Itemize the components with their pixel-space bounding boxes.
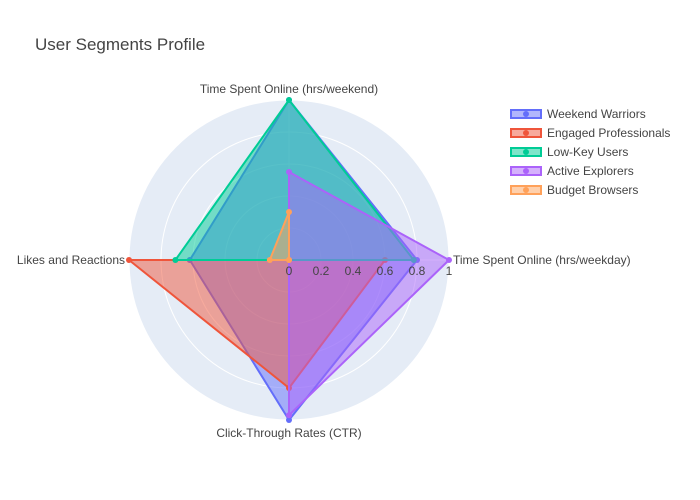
- legend-marker: [523, 187, 529, 193]
- legend-marker: [523, 111, 529, 117]
- legend-marker: [523, 168, 529, 174]
- legend-item[interactable]: Low-Key Users: [510, 145, 628, 159]
- axis-label: Click-Through Rates (CTR): [216, 426, 361, 440]
- legend-item[interactable]: Engaged Professionals: [510, 126, 670, 140]
- series-point: [446, 257, 452, 263]
- series-point: [286, 417, 292, 423]
- legend-marker: [523, 149, 529, 155]
- series-point: [266, 257, 273, 263]
- series-point: [286, 209, 292, 215]
- series-layer: [126, 97, 452, 423]
- legend-label: Budget Browsers: [547, 183, 638, 197]
- radial-tick-labels: 0 0.2 0.4 0.6 0.8 1: [286, 264, 453, 278]
- radial-tick-label: 0.6: [377, 264, 394, 278]
- chart-title: User Segments Profile: [35, 35, 205, 54]
- series-point: [286, 257, 292, 263]
- legend[interactable]: Weekend Warriors Engaged Professionals Low…: [510, 107, 670, 197]
- series-point: [286, 169, 292, 175]
- series-point: [286, 97, 292, 103]
- legend-item[interactable]: Active Explorers: [510, 164, 634, 178]
- legend-item[interactable]: Weekend Warriors: [510, 107, 646, 121]
- legend-label: Weekend Warriors: [547, 107, 646, 121]
- legend-item[interactable]: Budget Browsers: [510, 183, 638, 197]
- axis-label: Time Spent Online (hrs/weekend): [200, 82, 378, 96]
- series-4: [266, 209, 292, 263]
- radial-tick-label: 0.2: [313, 264, 330, 278]
- axis-label: Time Spent Online (hrs/weekday): [453, 253, 631, 267]
- series-point: [126, 257, 132, 263]
- radial-tick-label: 0: [286, 264, 293, 278]
- radial-tick-label: 1: [446, 264, 453, 278]
- axis-label: Likes and Reactions: [17, 253, 125, 267]
- radial-tick-label: 0.4: [345, 264, 362, 278]
- series-area: [268, 211, 290, 261]
- legend-marker: [523, 130, 529, 136]
- legend-label: Engaged Professionals: [547, 126, 670, 140]
- series-point: [286, 412, 292, 419]
- legend-label: Active Explorers: [547, 164, 634, 178]
- angular-axis-labels: Time Spent Online (hrs/weekday) Time Spen…: [17, 82, 631, 440]
- radial-tick-label: 0.8: [409, 264, 426, 278]
- series-point: [172, 257, 179, 263]
- legend-label: Low-Key Users: [547, 145, 628, 159]
